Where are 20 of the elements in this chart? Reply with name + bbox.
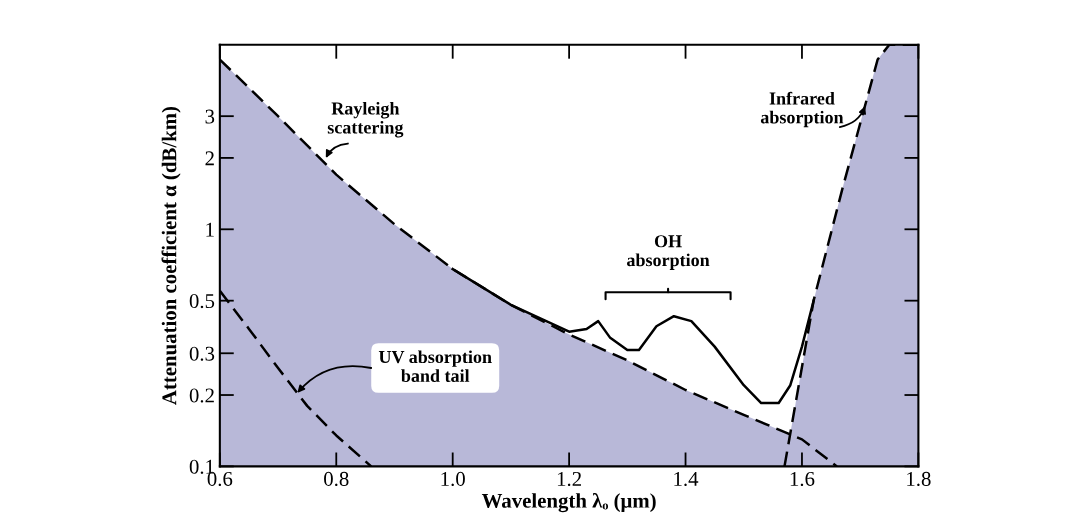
annotation: Rayleigh scattering bbox=[327, 101, 404, 138]
annotation: Infrared absorption bbox=[760, 91, 844, 128]
x-tick-label: 1.8 bbox=[907, 471, 931, 487]
y-tick-label: 0.5 bbox=[189, 294, 215, 309]
x-tick-label: 1.0 bbox=[441, 471, 465, 487]
annotation: UV absorption band tail bbox=[378, 350, 492, 382]
y-tick-label: 3 bbox=[205, 109, 215, 124]
x-tick-label: 1.6 bbox=[790, 471, 815, 487]
y-tick-label: 0.1 bbox=[189, 459, 214, 474]
annotation: OH absorption bbox=[627, 235, 710, 270]
y-axis-title: Attenuation coefficient α (dB/km) bbox=[161, 106, 181, 405]
x-axis-title: Wavelength λₒ (μm) bbox=[481, 492, 656, 513]
x-tick-label: 0.6 bbox=[207, 471, 233, 487]
x-tick-label: 1.2 bbox=[557, 471, 581, 487]
x-tick-label: 1.4 bbox=[674, 471, 699, 487]
y-tick-label: 0.2 bbox=[189, 388, 214, 403]
x-tick-label: 0.8 bbox=[324, 471, 349, 487]
y-tick-label: 0.3 bbox=[189, 346, 215, 361]
y-tick-label: 2 bbox=[205, 151, 214, 166]
y-tick-label: 1 bbox=[206, 222, 214, 237]
